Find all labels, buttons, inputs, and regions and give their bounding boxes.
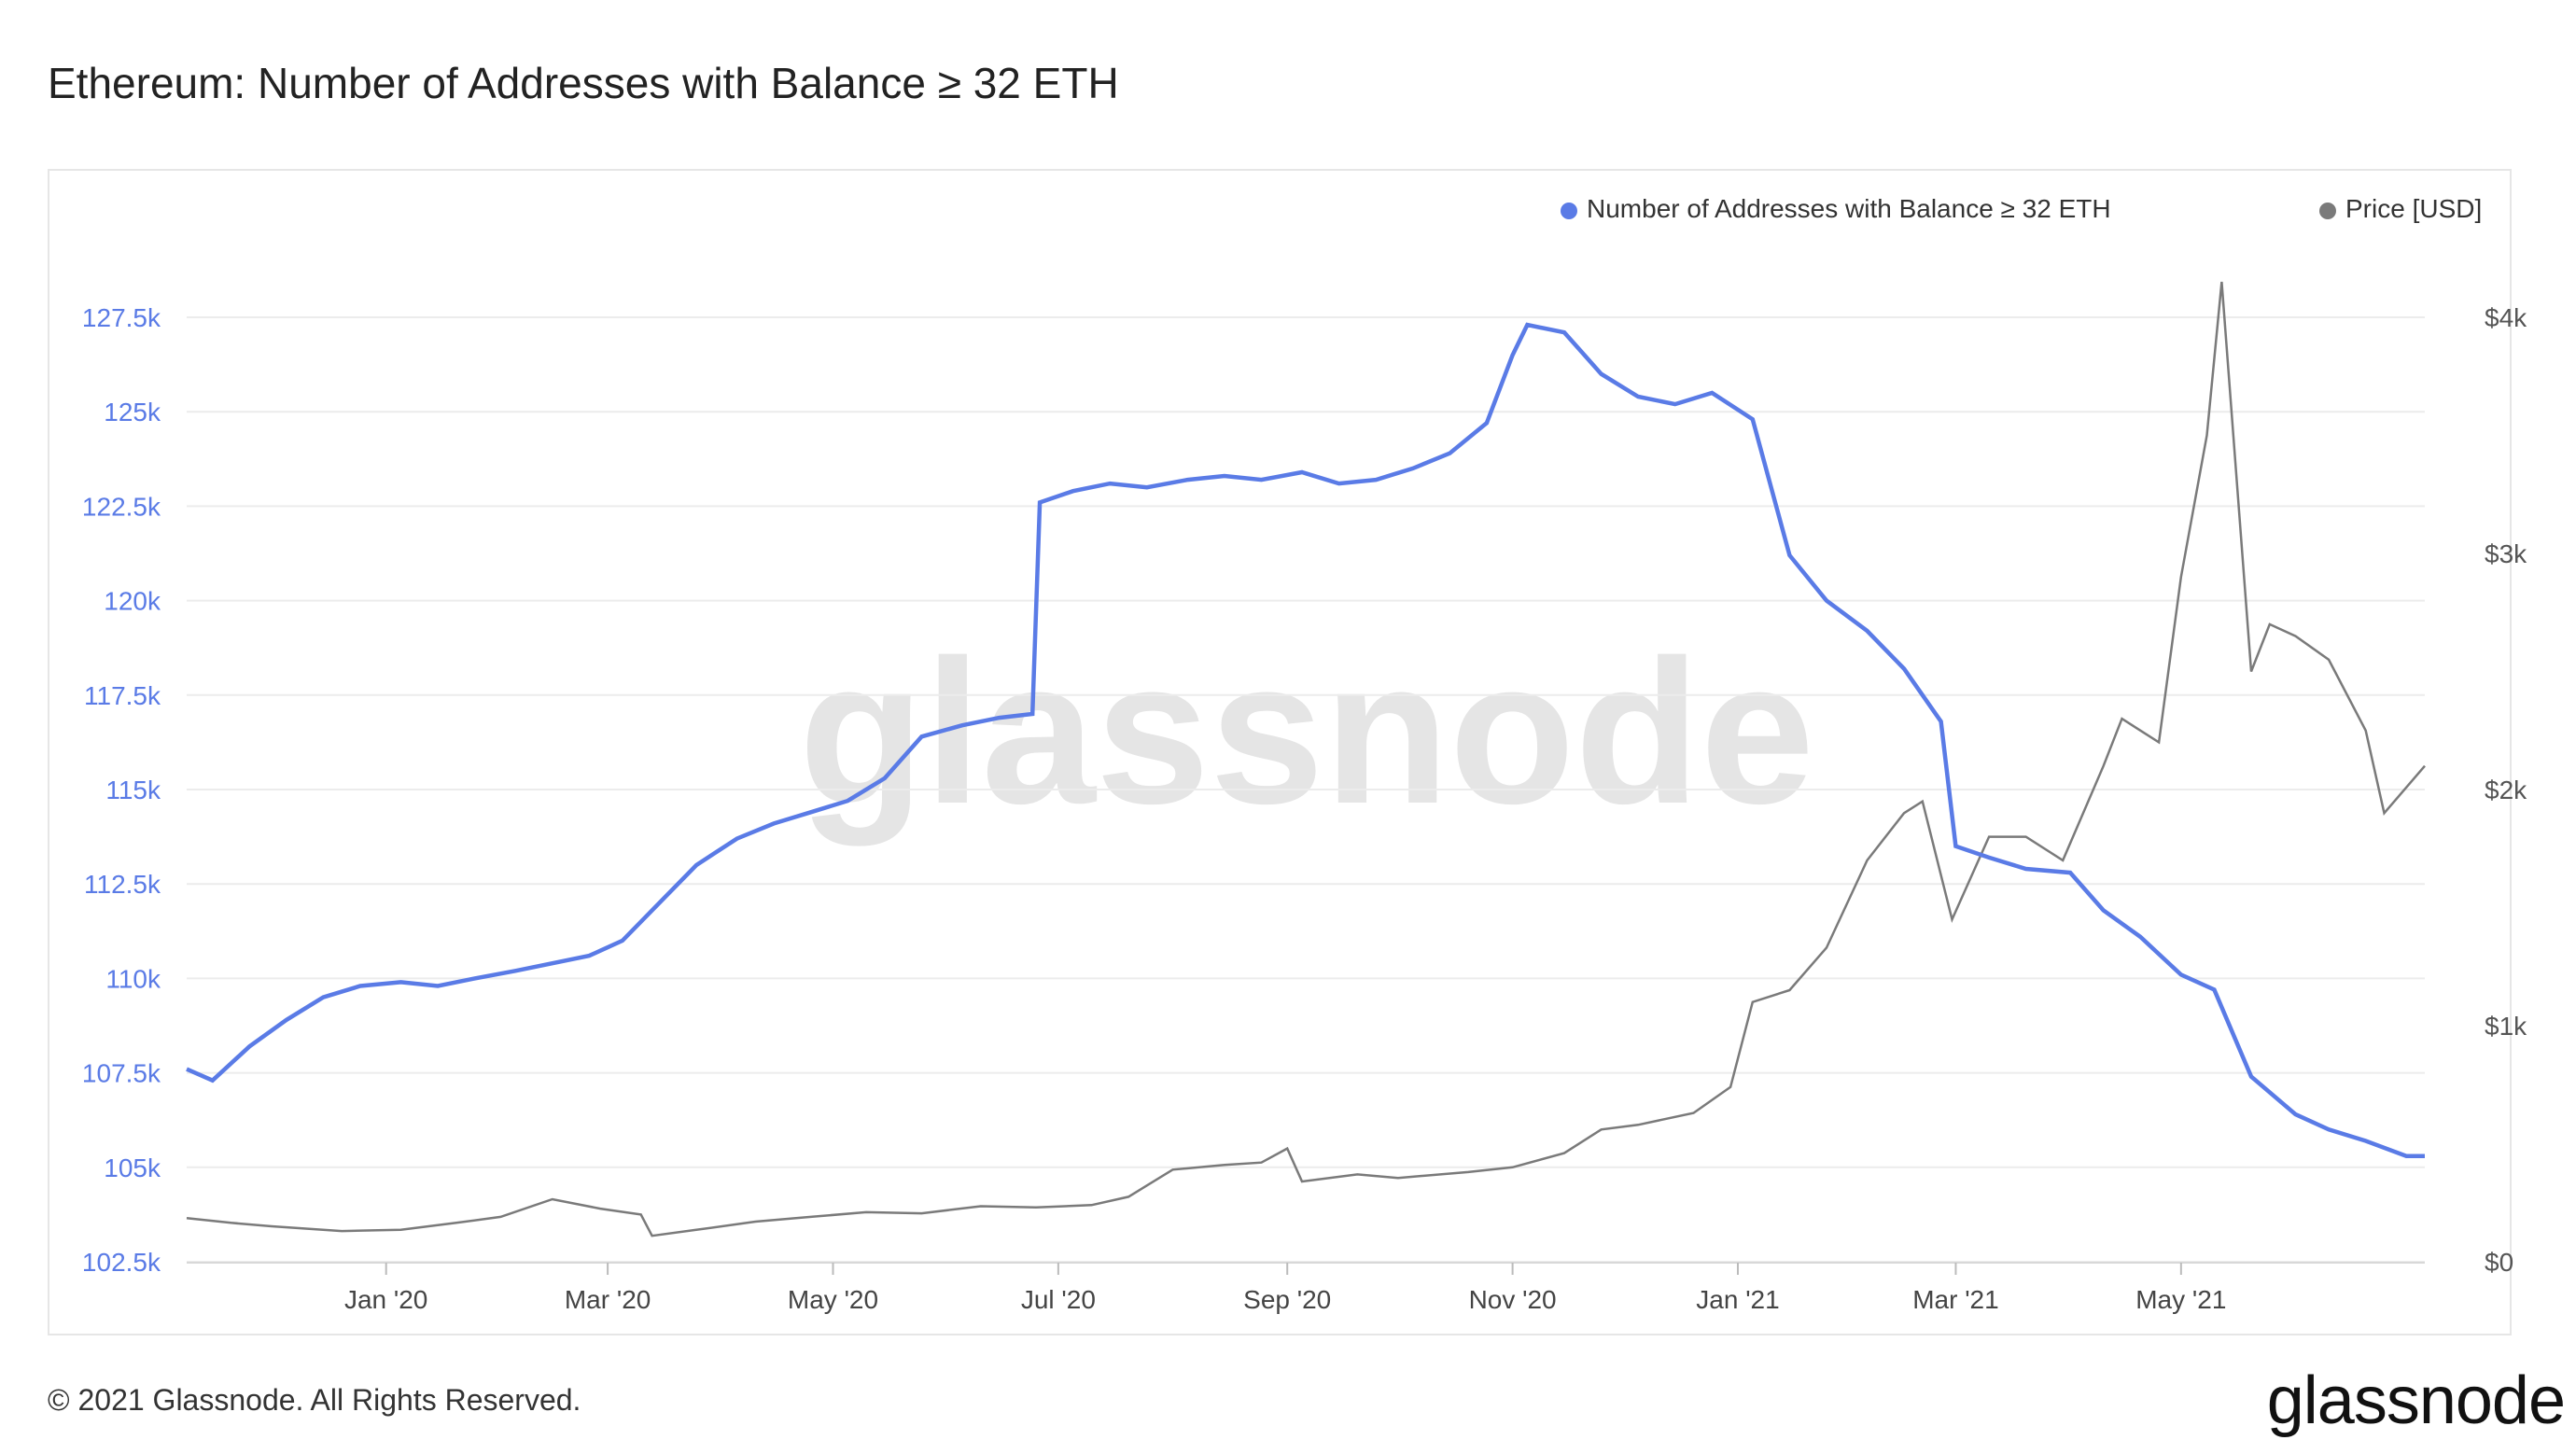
x-tick-label: May '21 — [2135, 1285, 2226, 1314]
y-left-tick-label: 120k — [104, 587, 161, 616]
y-right-tick-label: $2k — [2485, 776, 2527, 804]
watermark: glassnode — [799, 617, 1814, 846]
x-tick-label: Jan '21 — [1696, 1285, 1779, 1314]
x-tick-label: Mar '21 — [1912, 1285, 1999, 1314]
x-tick-label: Jul '20 — [1021, 1285, 1096, 1314]
x-tick-label: Nov '20 — [1469, 1285, 1557, 1314]
y-left-tick-label: 102.5k — [82, 1248, 161, 1277]
y-left-tick-label: 115k — [105, 776, 161, 804]
legend-label-price: Price [USD] — [2345, 194, 2483, 223]
price-series-line — [186, 281, 2426, 1237]
glassnode-logo: glassnode — [2266, 1363, 2566, 1438]
grid-lines — [187, 316, 2425, 1263]
addresses-series-line — [186, 322, 2425, 1158]
legend-item-price[interactable]: Price [USD] — [2319, 194, 2482, 224]
x-axis: Jan '20 Mar '20 May '20 Jul '20 Sep '20 Nov '… — [187, 1262, 2425, 1314]
y-axis-left: 102.5k 105k 107.5k 110k 112.5k 115k 117.5k 120k… — [82, 303, 161, 1277]
y-left-tick-label: 105k — [104, 1153, 161, 1182]
x-tick-label: Jan '20 — [344, 1285, 427, 1314]
chart-panel — [48, 169, 2512, 1335]
copyright-footer: © 2021 Glassnode. All Rights Reserved. — [48, 1383, 581, 1417]
y-left-tick-label: 125k — [104, 398, 161, 426]
x-tick-label: Sep '20 — [1243, 1285, 1331, 1314]
legend-label-addresses: Number of Addresses with Balance ≥ 32 ET… — [1587, 194, 2111, 223]
y-left-tick-label: 122.5k — [82, 492, 161, 521]
y-right-tick-label: $1k — [2485, 1012, 2527, 1041]
y-right-tick-label: $4k — [2485, 303, 2527, 332]
x-tick-label: Mar '20 — [565, 1285, 651, 1314]
y-axis-right: $0 $1k $2k $3k $4k — [2485, 303, 2527, 1277]
legend-item-addresses[interactable]: Number of Addresses with Balance ≥ 32 ET… — [1561, 194, 2111, 224]
y-left-tick-label: 117.5k — [84, 681, 161, 710]
y-right-tick-label: $0 — [2485, 1248, 2513, 1277]
x-tick-label: May '20 — [788, 1285, 878, 1314]
y-left-tick-label: 110k — [105, 964, 161, 993]
legend-dot-addresses — [1561, 202, 1577, 219]
y-left-tick-label: 107.5k — [82, 1059, 161, 1088]
chart-title: Ethereum: Number of Addresses with Balan… — [48, 59, 1119, 107]
y-right-tick-label: $3k — [2485, 539, 2527, 568]
y-left-tick-label: 127.5k — [82, 303, 161, 332]
y-left-tick-label: 112.5k — [84, 870, 161, 899]
legend-dot-price — [2319, 202, 2336, 219]
